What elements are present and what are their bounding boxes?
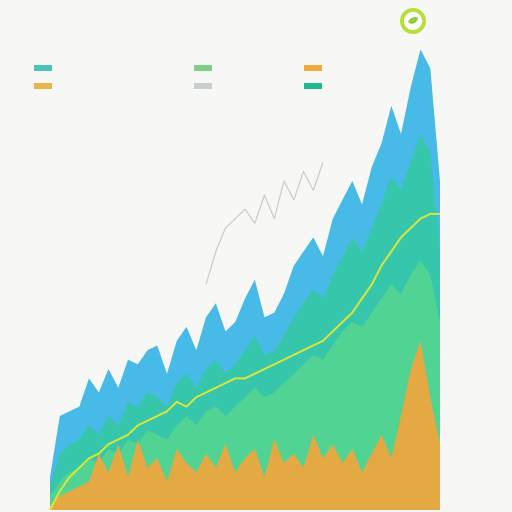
legend-swatch [34,83,52,89]
chart-legend [34,60,374,106]
legend-swatch [304,65,322,71]
legend-item [194,60,216,76]
area-series-orange [50,340,440,510]
legend-swatch [194,83,212,89]
leaf-badge-icon [400,8,426,34]
legend-swatch [304,83,322,89]
legend-item [304,60,326,76]
legend-item [34,78,56,94]
area-series-green [50,260,440,510]
line-series-sketch_line [205,162,324,285]
legend-swatch [34,65,52,71]
line-series-yellow_line [49,212,440,511]
legend-swatch [194,65,212,71]
legend-item [304,78,326,94]
legend-item [194,78,216,94]
legend-item [34,60,56,76]
